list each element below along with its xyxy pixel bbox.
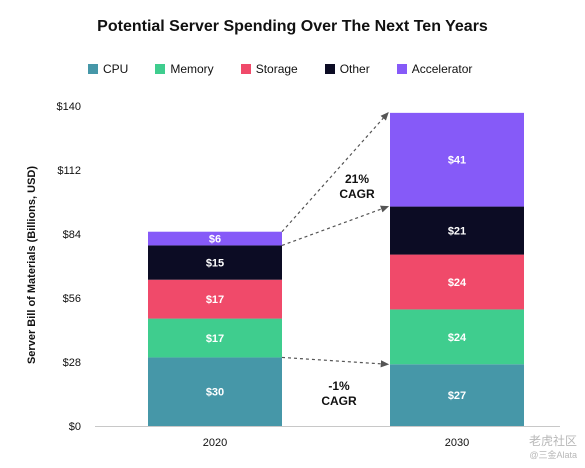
bar-segment-accelerator-2030 — [390, 112, 524, 207]
cagr-annotation: CAGR — [339, 187, 375, 201]
watermark-line1: 老虎社区 — [528, 434, 577, 448]
legend-item-memory: Memory — [155, 62, 214, 76]
legend-item-storage: Storage — [240, 62, 298, 76]
legend-swatch — [155, 64, 166, 74]
legend-swatch — [88, 64, 98, 74]
cagr-annotation: -1% — [328, 379, 350, 393]
y-tick-label: $28 — [63, 357, 81, 369]
legend-label: Storage — [255, 62, 298, 76]
y-tick-label: $0 — [69, 421, 81, 433]
x-tick-label: 2030 — [445, 437, 469, 449]
bar-value-label: $24 — [448, 332, 467, 344]
legend-item-accelerator: Accelerator — [396, 62, 473, 76]
bar-value-label: $41 — [448, 155, 466, 167]
legend-item-other: Other — [324, 62, 370, 76]
legend-label: Other — [339, 62, 370, 76]
bar-segment-other-2030 — [390, 206, 524, 255]
bar-segment-storage-2020 — [148, 279, 282, 319]
legend-label: Accelerator — [411, 62, 473, 76]
legend-label: Memory — [170, 62, 214, 76]
legend-item-cpu: CPU — [88, 62, 128, 76]
legend-swatch — [324, 64, 335, 74]
watermark-line2: @三金Alata — [529, 450, 577, 460]
bar-segment-memory-2030 — [390, 309, 524, 365]
bar-value-label: $17 — [206, 294, 224, 306]
y-tick-label: $56 — [63, 293, 81, 305]
cagr-arrow — [281, 205, 390, 246]
bar-segment-other-2020 — [148, 245, 282, 280]
y-tick-label: $140 — [57, 101, 81, 113]
bar-value-label: $27 — [448, 390, 466, 402]
watermark: 老虎社区 @三金Alata — [529, 434, 577, 462]
bar-segment-memory-2020 — [148, 318, 282, 358]
bar-value-label: $17 — [206, 333, 224, 345]
bar-segment-storage-2030 — [390, 254, 524, 310]
legend-label: CPU — [103, 62, 129, 76]
bar-value-label: $24 — [448, 277, 467, 289]
bar-segment-accelerator-2020 — [148, 231, 282, 246]
bar-value-label: $30 — [206, 387, 224, 399]
bar-segment-cpu-2020 — [148, 357, 282, 426]
y-tick-label: $112 — [57, 165, 81, 177]
bar-value-label: $15 — [206, 258, 224, 270]
cagr-arrow — [281, 111, 389, 233]
cagr-annotation: 21% — [345, 172, 369, 186]
cagr-annotation: CAGR — [321, 394, 357, 408]
cagr-arrow — [281, 356, 390, 368]
chart-title: Potential Server Spending Over The Next … — [97, 18, 488, 35]
legend-swatch — [396, 64, 407, 74]
legend-swatch — [240, 64, 251, 74]
x-tick-label: 2020 — [203, 437, 227, 449]
y-tick-label: $84 — [63, 229, 81, 241]
bar-value-label: $21 — [448, 226, 466, 238]
legend: CPU Memory Storage Other Accelerator — [88, 62, 472, 76]
bar-segment-cpu-2030 — [390, 364, 524, 426]
bar-value-label: $6 — [209, 234, 221, 246]
